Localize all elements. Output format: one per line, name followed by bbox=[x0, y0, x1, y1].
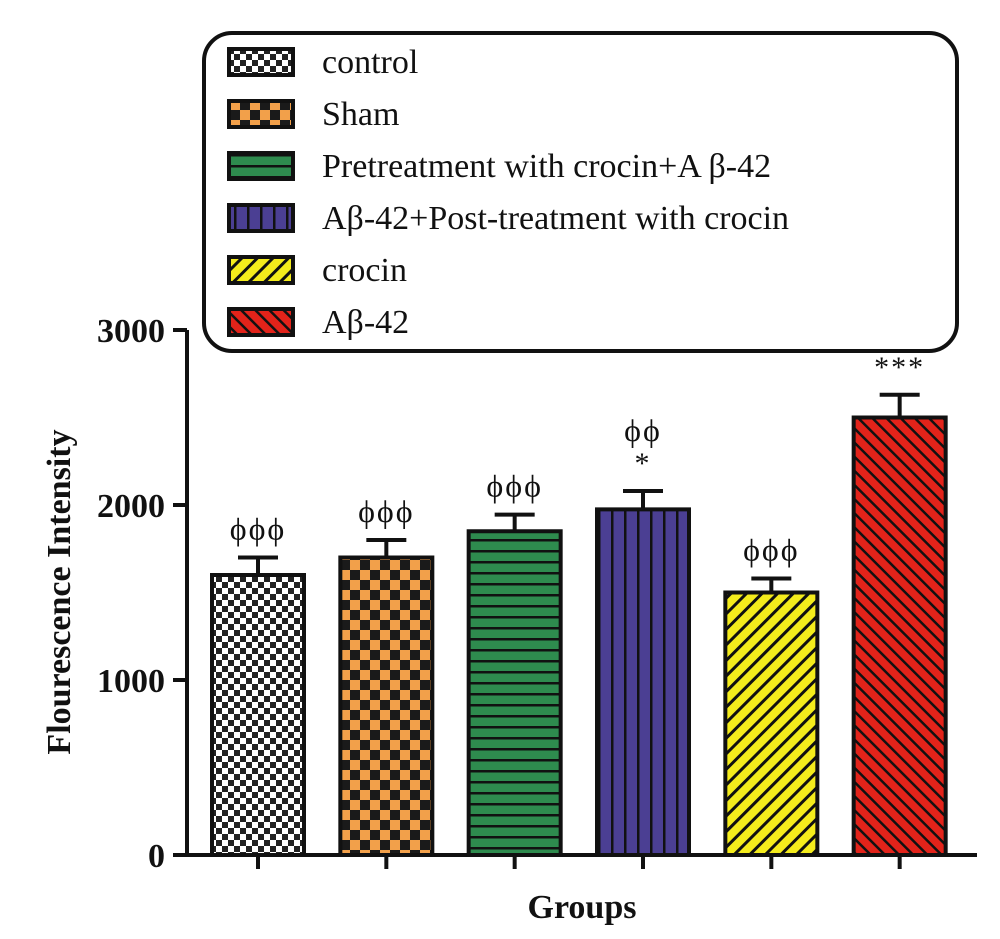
bar-4 bbox=[723, 590, 820, 857]
bars bbox=[210, 392, 948, 857]
legend-swatch-4 bbox=[227, 255, 295, 285]
y-axis-label: Flourescence Intensity bbox=[41, 429, 78, 754]
x-ticks bbox=[256, 855, 902, 869]
legend-label-0: control bbox=[322, 44, 418, 81]
legend-label-3: Aβ-42+Post-treatment with crocin bbox=[322, 200, 789, 237]
bar-1 bbox=[338, 555, 435, 857]
y-tick-label: 3000 bbox=[97, 313, 165, 350]
y-ticks: 0 1000 2000 3000 bbox=[97, 313, 187, 875]
significance-label: ϕϕϕ bbox=[230, 511, 287, 547]
legend-label-5: Aβ-42 bbox=[322, 304, 409, 341]
legend-box bbox=[202, 31, 959, 353]
legend-label-1: Sham bbox=[322, 96, 399, 133]
significance-label: ϕϕϕ bbox=[743, 532, 800, 568]
legend-swatch-2 bbox=[227, 151, 295, 181]
legend-swatch-1 bbox=[227, 99, 295, 129]
legend: control Sham Pretreatment with crocin+A β-… bbox=[202, 31, 959, 353]
significance-label: ϕϕϕ bbox=[358, 493, 415, 529]
significance-label: *** bbox=[874, 351, 925, 384]
significance-label: ϕϕϕ bbox=[486, 468, 543, 504]
y-tick-label: 2000 bbox=[97, 488, 165, 525]
significance-label: * bbox=[635, 447, 652, 480]
legend-swatch-5 bbox=[227, 307, 295, 337]
x-axis-label: Groups bbox=[528, 889, 637, 926]
bar-3 bbox=[595, 507, 691, 857]
axes bbox=[185, 330, 977, 857]
significance-label: ϕϕ bbox=[624, 412, 662, 448]
legend-swatch-0 bbox=[227, 47, 295, 77]
y-tick-label: 1000 bbox=[97, 663, 165, 700]
legend-label-4: crocin bbox=[322, 252, 407, 289]
y-tick-label: 0 bbox=[148, 838, 165, 875]
bar-2 bbox=[466, 529, 563, 857]
bar-0 bbox=[210, 573, 306, 857]
legend-label-2: Pretreatment with crocin+A β-42 bbox=[322, 148, 771, 185]
bar-5 bbox=[851, 415, 948, 857]
legend-swatch-3 bbox=[227, 203, 295, 233]
